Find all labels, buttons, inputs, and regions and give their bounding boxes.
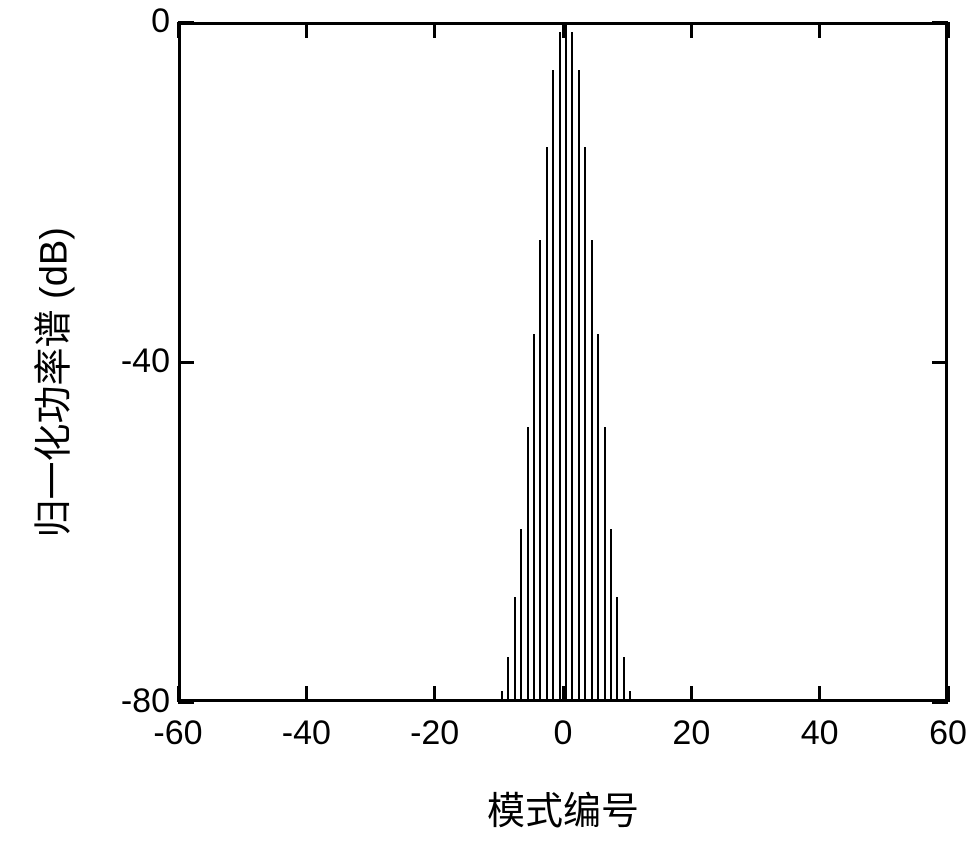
y-tick-label: -40 bbox=[98, 342, 170, 381]
impulse-bar bbox=[616, 597, 618, 699]
impulse-bar bbox=[533, 334, 535, 700]
impulse-bar bbox=[565, 22, 567, 699]
y-tick bbox=[178, 701, 194, 704]
impulse-bar bbox=[520, 529, 522, 699]
x-tick-label: -60 bbox=[138, 714, 218, 753]
x-tick bbox=[690, 686, 693, 702]
impulse-bar bbox=[604, 427, 606, 699]
plot-area bbox=[178, 22, 948, 702]
x-tick-label: 60 bbox=[908, 714, 975, 753]
x-tick bbox=[305, 686, 308, 702]
x-tick bbox=[305, 22, 308, 38]
x-tick bbox=[433, 22, 436, 38]
impulse-bar bbox=[514, 597, 516, 699]
impulse-bar bbox=[546, 147, 548, 700]
y-tick-label: 0 bbox=[98, 2, 170, 41]
x-tick bbox=[947, 22, 950, 38]
x-tick-label: 0 bbox=[523, 714, 603, 753]
impulse-bar bbox=[578, 70, 580, 699]
x-tick bbox=[562, 22, 565, 38]
x-tick bbox=[690, 22, 693, 38]
impulse-bar bbox=[584, 147, 586, 700]
impulse-bar bbox=[610, 529, 612, 699]
x-tick bbox=[177, 686, 180, 702]
x-tick bbox=[818, 22, 821, 38]
impulse-bar bbox=[552, 70, 554, 699]
x-tick bbox=[818, 686, 821, 702]
impulse-bar bbox=[501, 691, 503, 700]
impulse-bar bbox=[539, 240, 541, 699]
x-tick-label: 20 bbox=[651, 714, 731, 753]
y-tick bbox=[178, 361, 194, 364]
impulse-bar bbox=[507, 657, 509, 700]
x-tick bbox=[433, 686, 436, 702]
x-tick bbox=[947, 686, 950, 702]
impulse-bar bbox=[623, 657, 625, 700]
x-axis-label: 模式编号 bbox=[178, 780, 948, 835]
impulse-bar bbox=[597, 334, 599, 700]
impulse-bar bbox=[591, 240, 593, 699]
x-tick-label: -20 bbox=[395, 714, 475, 753]
impulse-bar bbox=[571, 32, 573, 699]
impulse-bar bbox=[629, 691, 631, 700]
y-tick bbox=[932, 361, 948, 364]
x-tick-label: 40 bbox=[780, 714, 860, 753]
impulse-bar bbox=[559, 32, 561, 699]
x-tick-label: -40 bbox=[266, 714, 346, 753]
y-tick bbox=[178, 21, 194, 24]
chart-container: 归一化功率谱 (dB) -80-400-60-40-200204060 模式编号 bbox=[0, 0, 975, 851]
x-tick bbox=[177, 22, 180, 38]
y-axis-label: 归一化功率谱 (dB) bbox=[23, 198, 78, 538]
impulse-bar bbox=[527, 427, 529, 699]
x-tick bbox=[562, 686, 565, 702]
